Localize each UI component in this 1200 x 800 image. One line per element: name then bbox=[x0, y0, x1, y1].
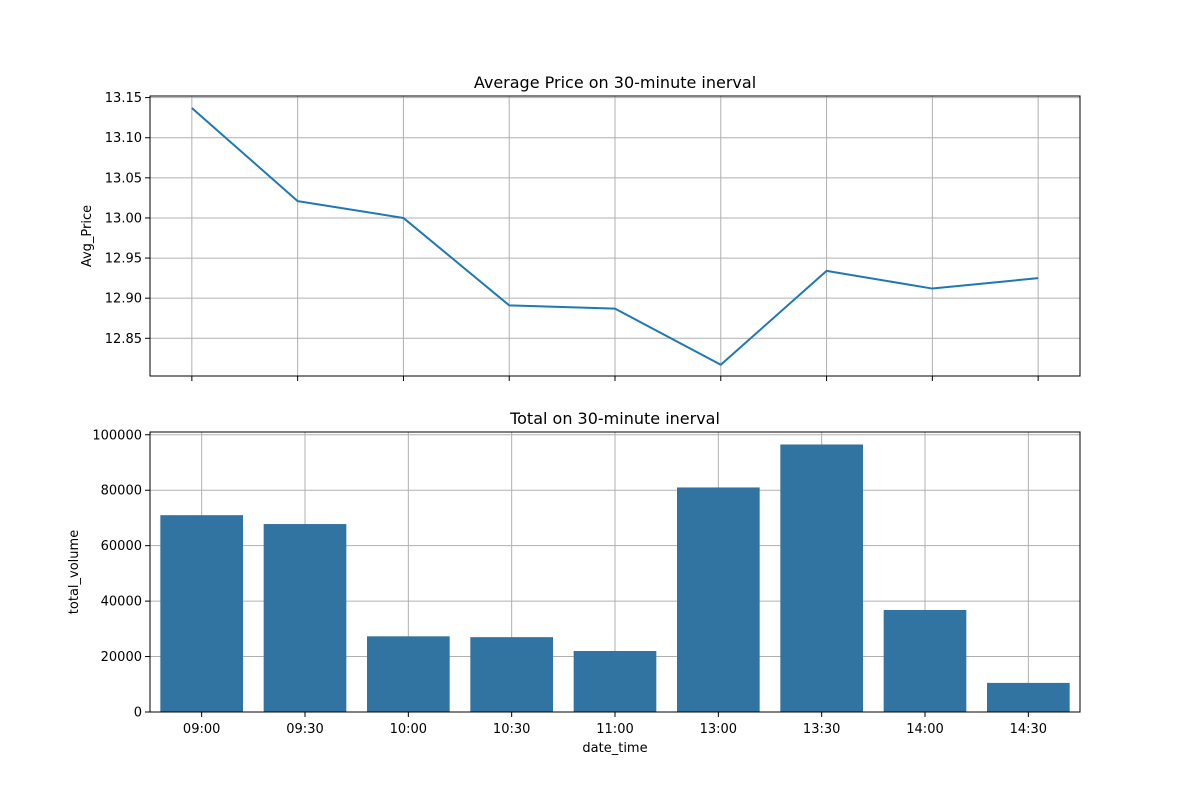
bar-chart-x-tick-label: 10:00 bbox=[390, 722, 427, 737]
bar-chart-bar bbox=[263, 524, 347, 712]
bar-chart-x-tick-label: 09:00 bbox=[183, 722, 220, 737]
bar-chart-bar bbox=[573, 651, 657, 712]
bar-chart-bar bbox=[677, 487, 760, 712]
bar-chart-x-tick-label: 14:00 bbox=[906, 722, 943, 737]
line-chart-series-line bbox=[191, 107, 1039, 366]
bar-chart-bar bbox=[780, 444, 863, 712]
bar-chart-x-tick-label: 09:30 bbox=[286, 722, 323, 737]
line-chart-y-tick-label: 13.10 bbox=[105, 131, 142, 146]
bar-chart-title: Total on 30-minute inerval bbox=[509, 409, 720, 428]
line-chart-grid bbox=[150, 96, 1080, 376]
bar-chart-x-tick-label: 13:30 bbox=[803, 722, 840, 737]
line-chart-y-tick-label: 12.85 bbox=[105, 332, 142, 347]
bar-chart-y-tick-label: 60000 bbox=[101, 539, 142, 554]
bar-chart-x-axis-label: date_time bbox=[582, 741, 647, 756]
bar-chart-y-tick-label: 20000 bbox=[101, 650, 142, 665]
bar-chart-bar bbox=[883, 609, 967, 712]
line-chart-marks bbox=[191, 107, 1039, 366]
bar-chart-marks bbox=[160, 444, 1070, 712]
line-chart-y-tick-label: 12.95 bbox=[105, 252, 142, 267]
bar-chart-x-tick-label: 10:30 bbox=[493, 722, 530, 737]
bar-chart-y-tick-label: 0 bbox=[134, 706, 142, 721]
bar-chart-bar bbox=[367, 636, 450, 712]
line-chart-ticks: 12.85 12.90 12.95 13.00 13.05 13.10 13.15 bbox=[105, 91, 1039, 381]
bar-chart-y-tick-label: 40000 bbox=[101, 595, 142, 610]
bar-chart-y-axis-label: total_volume bbox=[67, 530, 82, 614]
line-chart-y-tick-label: 13.00 bbox=[105, 211, 142, 226]
bar-chart-ticks: 0 20000 40000 60000 80000 100000 09:00 09:30 10:… bbox=[92, 428, 1047, 737]
bar-chart-panel: 0 20000 40000 60000 80000 100000 09:00 09:30 10:… bbox=[67, 409, 1081, 756]
bar-chart-y-tick-label: 80000 bbox=[101, 484, 142, 499]
bar-chart-x-tick-label: 14:30 bbox=[1010, 722, 1047, 737]
bar-chart-bar bbox=[470, 637, 553, 712]
bar-chart-bar bbox=[160, 515, 243, 712]
line-chart-panel: 12.85 12.90 12.95 13.00 13.05 13.10 13.15 Aver… bbox=[80, 73, 1081, 381]
line-chart-y-tick-label: 13.15 bbox=[105, 91, 142, 106]
line-chart-y-axis-label: Avg_Price bbox=[80, 205, 95, 267]
bar-chart-y-tick-label: 100000 bbox=[92, 428, 142, 443]
bar-chart-x-tick-label: 13:00 bbox=[700, 722, 737, 737]
line-chart-y-tick-label: 13.05 bbox=[105, 171, 142, 186]
bar-chart-bar bbox=[987, 682, 1070, 712]
line-chart-title: Average Price on 30-minute inerval bbox=[474, 73, 756, 92]
line-chart-y-tick-label: 12.90 bbox=[105, 292, 142, 307]
bar-chart-x-tick-label: 11:00 bbox=[596, 722, 633, 737]
